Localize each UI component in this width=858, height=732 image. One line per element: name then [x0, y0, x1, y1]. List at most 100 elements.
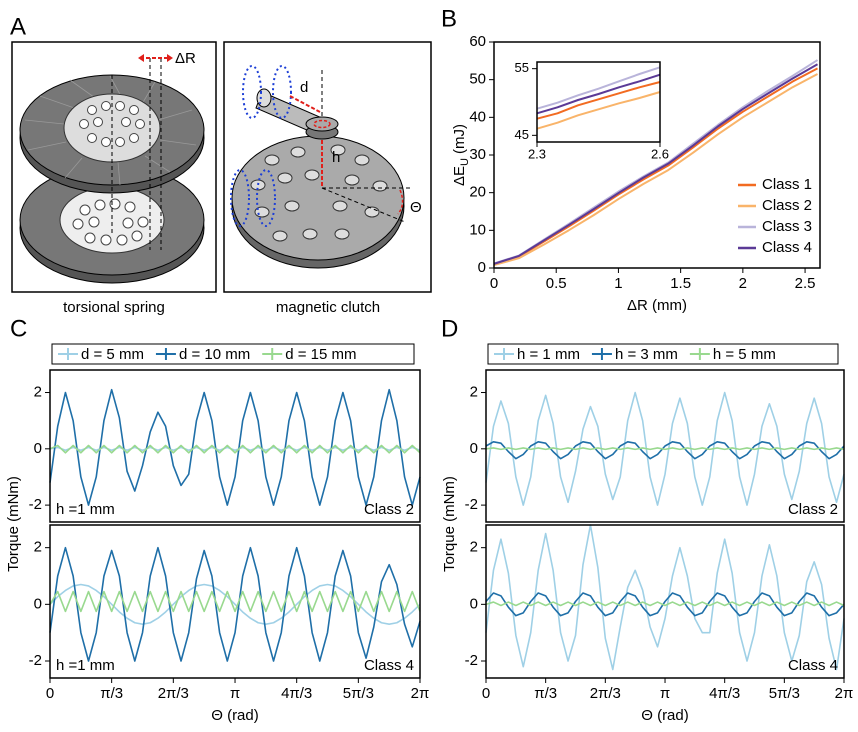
y-axis-label-main: ΔE	[451, 166, 468, 186]
y-tick-label: 50	[469, 71, 486, 88]
legend-box	[51, 343, 415, 365]
x-tick-label: 0.5	[546, 275, 567, 292]
series-line	[485, 447, 845, 451]
annotation: Class 2	[788, 501, 838, 518]
x-tick-label: 5π/3	[769, 685, 800, 702]
series-line	[485, 601, 845, 607]
legend-label: h = 1 mm	[517, 346, 580, 363]
panel-label: B	[441, 5, 457, 32]
x-tick-label: 2.6	[651, 146, 669, 161]
x-axis-label: Θ (rad)	[641, 707, 689, 724]
x-tick-label: 1.5	[670, 275, 691, 292]
legend-label: h = 5 mm	[713, 346, 776, 363]
diagram-label: ΔR	[175, 50, 196, 67]
series-line	[49, 444, 421, 454]
caption: magnetic clutch	[276, 299, 380, 316]
y-axis-label-unit: (mJ)	[451, 124, 468, 154]
panel-label: C	[10, 315, 27, 342]
diagram-label: h	[332, 149, 340, 166]
annotation: Class 4	[364, 657, 414, 674]
annotation: Class 4	[788, 657, 838, 674]
axis-frame	[49, 524, 421, 679]
magnetic-clutch-diagram: d h Θ	[223, 41, 432, 293]
x-tick-label: 0	[490, 275, 498, 292]
legend-label: d = 5 mm	[81, 346, 144, 363]
axis-frame	[485, 524, 845, 679]
x-tick-label: 0	[46, 685, 54, 702]
axis-frame	[485, 369, 845, 523]
y-axis-label-sub: U	[459, 158, 471, 166]
y-tick-label: 2	[34, 539, 42, 556]
series-line	[49, 583, 421, 625]
y-tick-label: 0	[478, 259, 486, 276]
series-line	[49, 590, 421, 613]
x-tick-label: π/3	[534, 685, 557, 702]
x-axis-label: Θ (rad)	[211, 707, 259, 724]
series-line	[485, 391, 845, 506]
y-axis-label: ΔEU (mJ)	[451, 124, 471, 186]
x-tick-label: 2.5	[795, 275, 816, 292]
x-tick-label: 0	[482, 685, 490, 702]
y-axis-label: Torque (mNm)	[5, 476, 22, 572]
series-line	[536, 91, 661, 130]
legend-label: d = 10 mm	[179, 346, 250, 363]
series-line	[485, 524, 845, 671]
series-line	[49, 446, 421, 452]
series-line	[49, 546, 421, 662]
diagram-label: d	[300, 79, 308, 96]
legend-label: Class 4	[762, 239, 812, 256]
x-tick-label: π/3	[100, 685, 123, 702]
y-tick-label: 20	[469, 184, 486, 201]
x-tick-label: 4π/3	[281, 685, 312, 702]
series-line	[536, 81, 661, 120]
diagram-label: Θ	[410, 199, 422, 216]
y-tick-label: 40	[469, 108, 486, 125]
x-tick-label: 2π	[835, 685, 854, 702]
y-tick-label: 55	[515, 60, 529, 75]
y-tick-label: 0	[34, 595, 42, 612]
axis-frame	[493, 41, 821, 269]
series-line	[485, 440, 845, 460]
x-tick-label: 2.3	[528, 146, 546, 161]
axis-frame	[536, 61, 661, 143]
legend-label: Class 2	[762, 197, 812, 214]
x-tick-label: 2	[739, 275, 747, 292]
series-line	[493, 63, 819, 265]
x-tick-label: π	[230, 685, 240, 702]
y-tick-label: -2	[29, 652, 42, 669]
legend-label: Class 1	[762, 176, 812, 193]
y-tick-label: 2	[470, 539, 478, 556]
panel-label: D	[441, 315, 458, 342]
caption: torsional spring	[63, 299, 165, 316]
panel-label: A	[10, 13, 26, 40]
y-tick-label: 30	[469, 146, 486, 163]
x-tick-label: 2π/3	[590, 685, 621, 702]
x-axis-label: ΔR (mm)	[627, 297, 687, 314]
y-tick-label: 60	[469, 33, 486, 50]
y-tick-label: 2	[470, 383, 478, 400]
annotation: Class 2	[364, 501, 414, 518]
x-tick-label: 2π/3	[158, 685, 189, 702]
y-tick-label: 2	[34, 383, 42, 400]
y-tick-label: -2	[29, 496, 42, 513]
legend-label: d = 15 mm	[285, 346, 356, 363]
x-tick-label: 2π	[411, 685, 430, 702]
legend-label: h = 3 mm	[615, 346, 678, 363]
x-tick-label: 5π/3	[343, 685, 374, 702]
annotation: h =1 mm	[56, 657, 115, 674]
x-tick-label: 4π/3	[709, 685, 740, 702]
series-line	[536, 66, 661, 110]
series-line	[493, 73, 818, 266]
legend-box	[487, 343, 839, 365]
annotation: h =1 mm	[56, 501, 115, 518]
y-tick-label: 0	[470, 595, 478, 612]
legend-label: Class 3	[762, 218, 812, 235]
y-tick-label: 0	[34, 440, 42, 457]
torsional-spring-diagram: ΔR	[11, 41, 217, 293]
axis-frame	[49, 369, 421, 523]
y-tick-label: -2	[465, 496, 478, 513]
series-line	[49, 388, 421, 506]
series-line	[536, 73, 661, 115]
series-line	[493, 67, 818, 266]
